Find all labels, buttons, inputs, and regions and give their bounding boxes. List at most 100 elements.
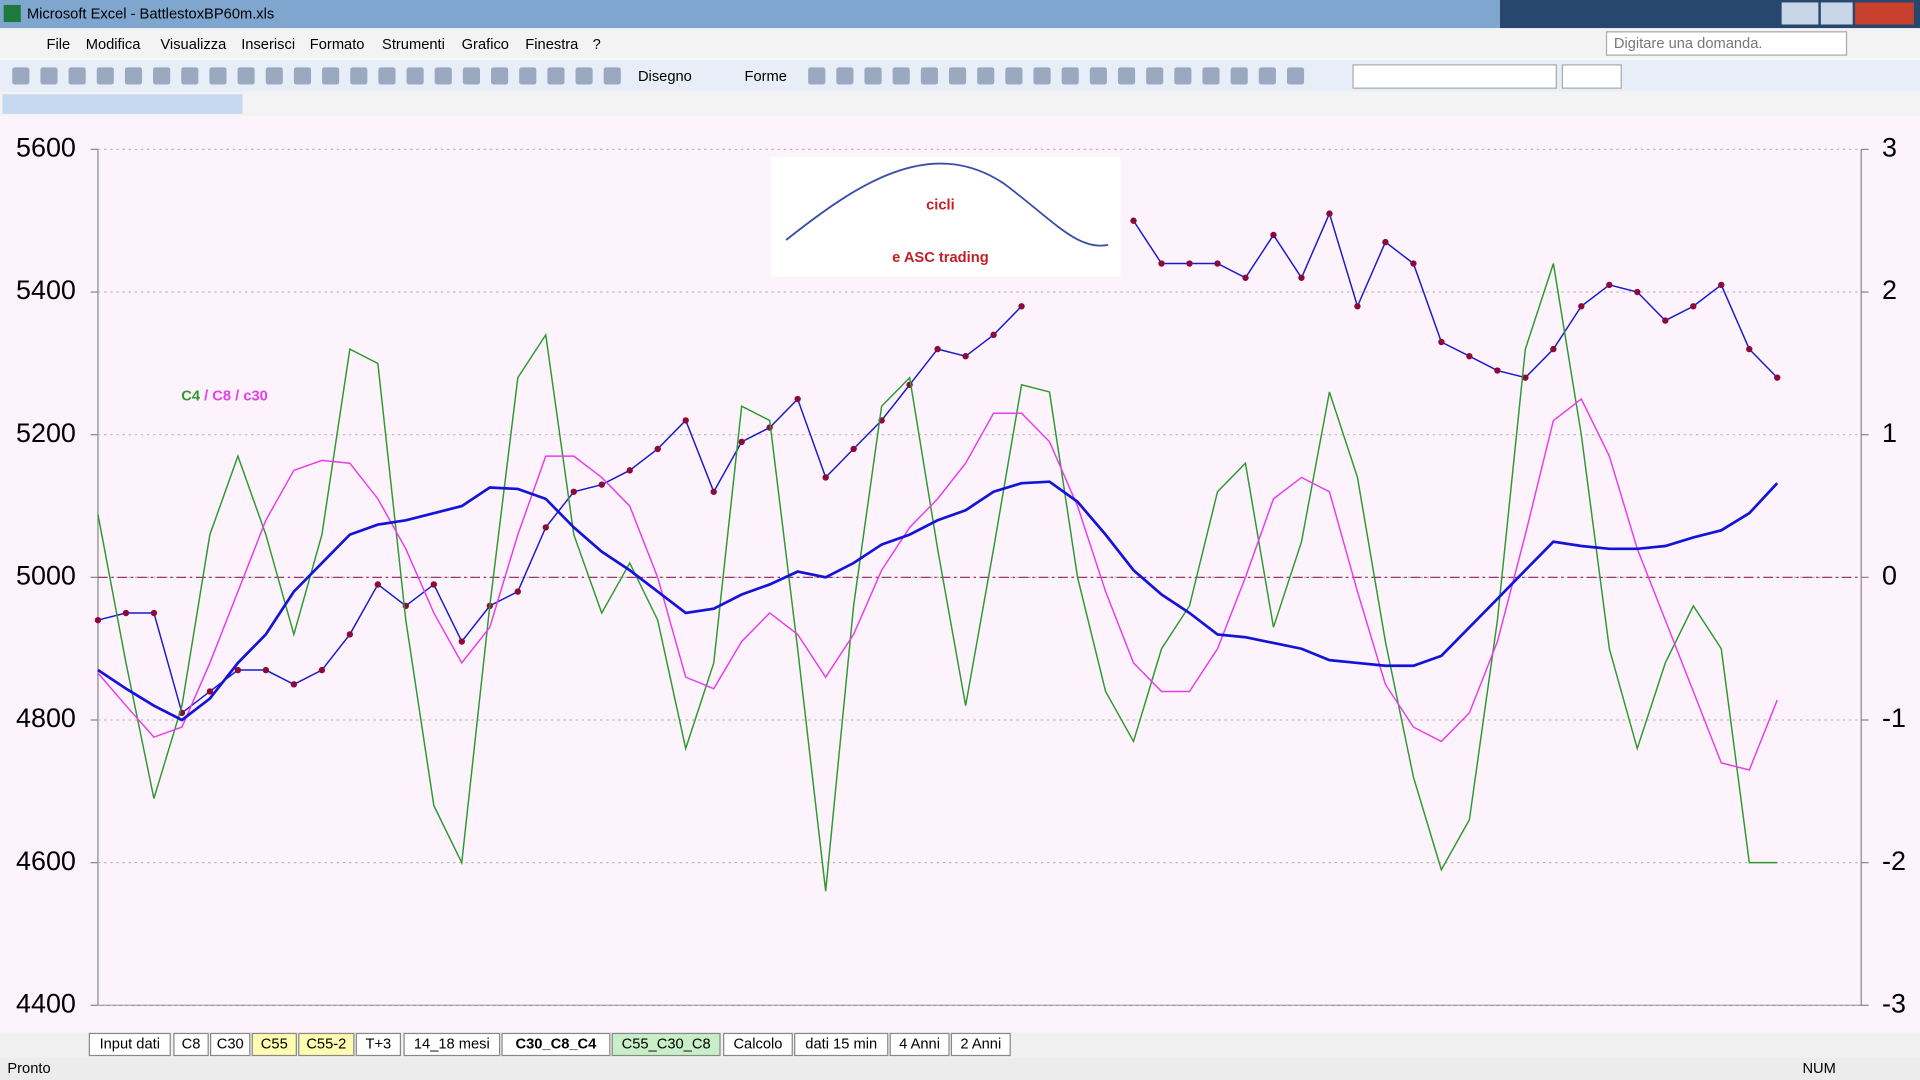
sheet-tab[interactable] bbox=[889, 1032, 950, 1057]
toolbar-icon[interactable] bbox=[96, 67, 114, 85]
toolbar-icon[interactable] bbox=[575, 67, 593, 85]
menu-item[interactable]: Strumenti bbox=[382, 37, 445, 53]
toolbar-icon[interactable] bbox=[12, 67, 30, 85]
data-point bbox=[1298, 274, 1305, 281]
menu-item[interactable]: Inserisci bbox=[241, 37, 295, 53]
toolbar-icon[interactable] bbox=[462, 67, 480, 85]
y2-tick-label: 1 bbox=[1882, 418, 1897, 448]
toolbar-icon[interactable] bbox=[209, 67, 227, 85]
sheet-tab-label[interactable]: C55 bbox=[261, 1036, 288, 1052]
sheet-tab-label[interactable]: C8 bbox=[182, 1036, 201, 1052]
toolbar-icon[interactable] bbox=[406, 67, 424, 85]
toolbar-icon[interactable] bbox=[948, 67, 967, 85]
data-point bbox=[1438, 338, 1445, 346]
menu-item[interactable]: Grafico bbox=[462, 37, 509, 53]
toolbar-icon[interactable] bbox=[977, 67, 995, 85]
toolbar-icon[interactable] bbox=[1174, 67, 1192, 85]
menu-item[interactable]: Finestra bbox=[525, 37, 579, 53]
sheet-tab[interactable] bbox=[950, 1032, 1011, 1057]
data-point bbox=[1690, 303, 1697, 310]
maximize-button[interactable] bbox=[1820, 2, 1853, 25]
toolbar-icon[interactable] bbox=[491, 67, 509, 85]
toolbar-icon[interactable] bbox=[293, 67, 312, 85]
toolbar-icon[interactable] bbox=[1286, 67, 1305, 85]
toolbar-icon[interactable] bbox=[1146, 67, 1164, 85]
y2-tick-label: -1 bbox=[1882, 703, 1906, 733]
data-point bbox=[1214, 260, 1221, 267]
sheet-tab-label[interactable]: 14_18 mesi bbox=[414, 1036, 490, 1052]
sheet-tab-label[interactable]: dati 15 min bbox=[805, 1036, 877, 1052]
toolbar-icon[interactable] bbox=[1117, 67, 1136, 85]
toolbar-icon[interactable] bbox=[836, 67, 854, 85]
sheet-tab[interactable] bbox=[88, 1032, 171, 1057]
toolbar-icon[interactable] bbox=[519, 67, 537, 85]
toolbar-icon[interactable] bbox=[153, 67, 171, 85]
toolbar-icon[interactable] bbox=[237, 67, 255, 85]
sheet-tab-label[interactable]: 2 Anni bbox=[960, 1036, 1001, 1052]
toolbar-icon[interactable] bbox=[808, 67, 826, 85]
sheet-tab-label[interactable]: Calcolo bbox=[733, 1036, 782, 1052]
toolbar-icon[interactable] bbox=[1061, 67, 1079, 85]
sheet-tab[interactable] bbox=[298, 1032, 355, 1057]
toolbar-icon[interactable] bbox=[1258, 67, 1276, 85]
toolbar-icon[interactable] bbox=[181, 67, 199, 85]
sheet-tab[interactable] bbox=[794, 1032, 889, 1057]
menu-item[interactable]: ? bbox=[593, 37, 601, 53]
help-box[interactable] bbox=[1605, 31, 1848, 56]
menu-item[interactable]: Visualizza bbox=[160, 37, 227, 53]
data-point bbox=[514, 588, 521, 595]
sheet-tab-label[interactable]: C55_C30_C8 bbox=[622, 1036, 711, 1052]
toolbar-icon[interactable] bbox=[864, 67, 882, 85]
data-point bbox=[1662, 317, 1669, 324]
sheet-tab[interactable] bbox=[723, 1032, 793, 1057]
toolbar-dropdown[interactable]: Disegno bbox=[638, 69, 692, 85]
toolbar-icon[interactable] bbox=[892, 67, 910, 85]
toolbar-icon[interactable] bbox=[920, 67, 938, 85]
toolbar-icon[interactable] bbox=[1089, 67, 1107, 85]
sheet-tab-label[interactable]: C30 bbox=[217, 1036, 244, 1052]
sheet-tab[interactable] bbox=[403, 1032, 501, 1057]
sheet-tab[interactable] bbox=[355, 1032, 402, 1057]
menu-item[interactable]: Formato bbox=[310, 37, 365, 53]
sheet-tab-label[interactable]: T+3 bbox=[366, 1036, 392, 1052]
y-tick-label: 4600 bbox=[16, 846, 76, 876]
sheet-tab[interactable] bbox=[173, 1032, 209, 1057]
menu-item[interactable]: File bbox=[47, 37, 71, 53]
minimize-button[interactable] bbox=[1781, 2, 1819, 25]
sheet-tab-label[interactable]: C30_C8_C4 bbox=[515, 1036, 597, 1052]
toolbar-icon[interactable] bbox=[322, 67, 340, 85]
toolbar-icon[interactable] bbox=[1230, 67, 1248, 85]
close-button[interactable] bbox=[1855, 2, 1914, 25]
toolbar-icon[interactable] bbox=[68, 67, 86, 85]
toolbar-dropdown[interactable]: Forme bbox=[744, 69, 786, 85]
size-box[interactable] bbox=[1561, 64, 1622, 89]
y2-tick-label: -2 bbox=[1882, 846, 1906, 876]
toolbar-icon[interactable] bbox=[378, 67, 396, 85]
sheet-tab-label[interactable]: C55-2 bbox=[306, 1036, 346, 1052]
toolbar-icon[interactable] bbox=[434, 67, 452, 85]
sheet-tab-label[interactable]: 4 Anni bbox=[899, 1036, 940, 1052]
sheet-tab[interactable] bbox=[251, 1032, 297, 1057]
toolbar-icon[interactable] bbox=[265, 67, 283, 85]
toolbar-icon[interactable] bbox=[124, 67, 143, 85]
data-point bbox=[374, 581, 382, 588]
data-point bbox=[94, 616, 102, 624]
sheet-tab-label[interactable]: Input dati bbox=[100, 1036, 160, 1052]
data-point bbox=[430, 581, 438, 588]
font-box[interactable] bbox=[1352, 64, 1557, 89]
toolbar-icon[interactable] bbox=[603, 67, 621, 85]
toolbar-icon[interactable] bbox=[1202, 67, 1220, 85]
sheet-tab[interactable] bbox=[501, 1032, 611, 1057]
sheet-tab[interactable] bbox=[210, 1032, 251, 1057]
toolbar-icon[interactable] bbox=[547, 67, 565, 85]
menu-item[interactable]: Modifica bbox=[86, 37, 142, 53]
toolbar-icon[interactable] bbox=[40, 67, 58, 85]
toolbar-icon[interactable] bbox=[1005, 67, 1023, 85]
name-box[interactable] bbox=[2, 94, 243, 114]
toolbar-icon[interactable] bbox=[350, 67, 368, 85]
sheet-tab[interactable] bbox=[611, 1032, 721, 1057]
toolbar-icon[interactable] bbox=[1033, 67, 1051, 85]
status-bar bbox=[0, 1057, 1920, 1080]
logo-background bbox=[771, 156, 1121, 277]
